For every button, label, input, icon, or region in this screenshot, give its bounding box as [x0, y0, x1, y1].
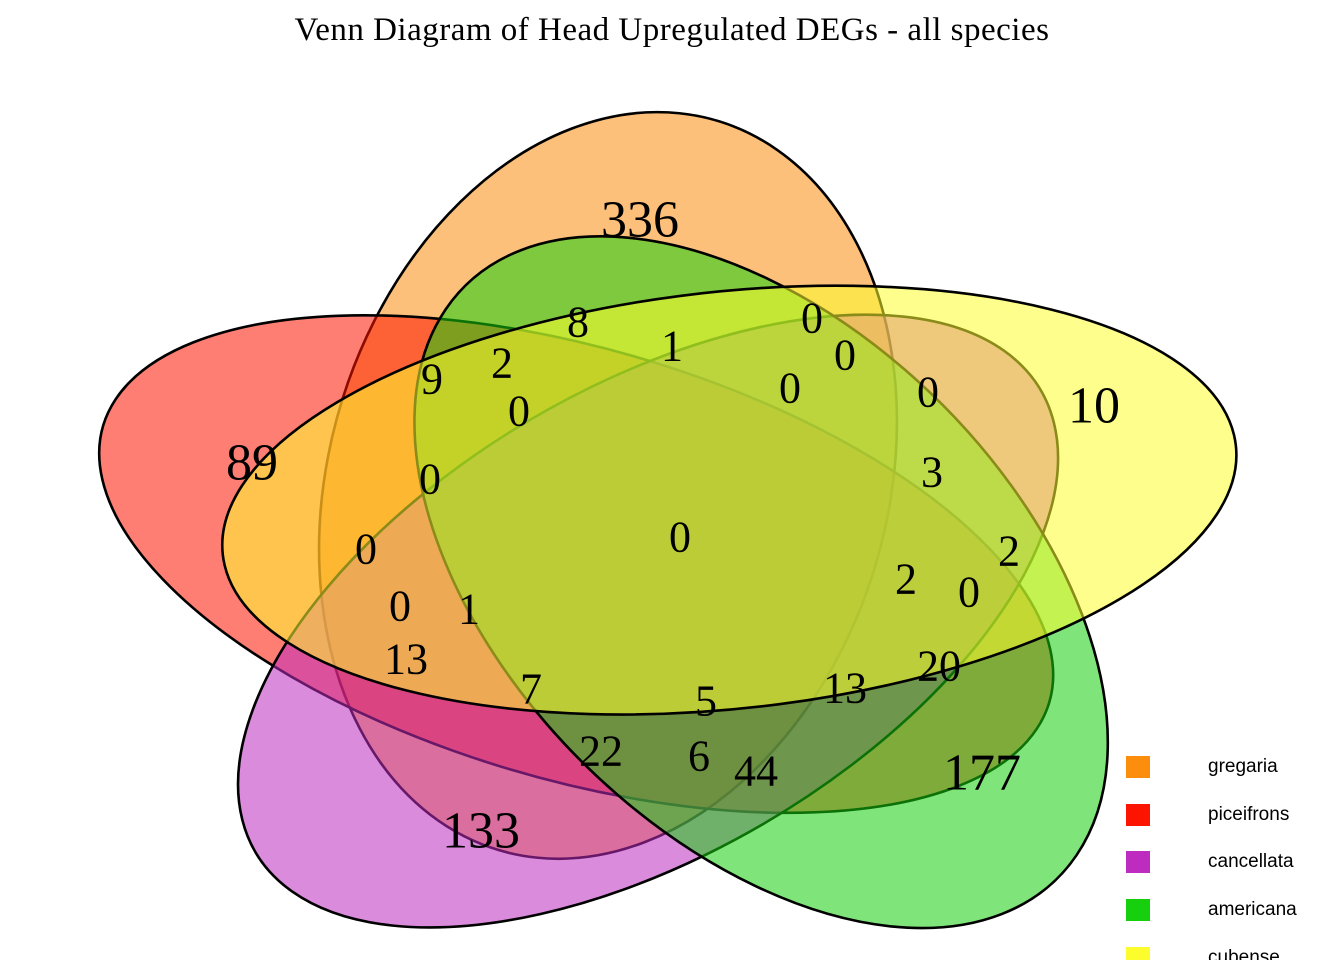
legend-item-cubense: cubense	[1126, 946, 1280, 960]
legend-swatch-cubense	[1126, 946, 1150, 960]
venn-count-gregaria+cancellata+americana+cubense: 0	[779, 364, 801, 413]
legend-label-gregaria: gregaria	[1208, 756, 1278, 777]
venn-count-piceifrons+americana+cubense: 0	[958, 568, 980, 617]
venn-count-gregaria+piceifrons+cancellata: 0	[419, 455, 441, 504]
venn-count-piceifrons+americana: 20	[917, 642, 961, 691]
legend-swatch-gregaria	[1126, 756, 1150, 778]
venn-count-gregaria: 336	[601, 192, 679, 249]
venn-count-gregaria+piceifrons+americana: 2	[491, 339, 513, 388]
legend: gregaria piceifrons cancellata americana cub…	[1126, 0, 1344, 960]
venn-count-piceifrons+cancellata+cubense: 0	[389, 582, 411, 631]
venn-count-cancellata+americana+cubense: 13	[823, 664, 867, 713]
legend-label-cubense: cubense	[1208, 946, 1280, 960]
venn-count-gregaria+cancellata: 22	[579, 727, 623, 776]
venn-region-labels-layer: 3368913317710902441380202201313700060202…	[226, 192, 1120, 860]
venn-count-gregaria+cubense: 0	[801, 294, 823, 343]
legend-item-americana: americana	[1126, 899, 1297, 922]
venn-count-cubense: 10	[1068, 378, 1120, 435]
venn-count-gregaria+piceifrons+cancellata+americana+cubense: 0	[669, 513, 691, 562]
legend-label-cancellata: cancellata	[1208, 851, 1294, 873]
venn-count-americana: 177	[943, 745, 1021, 802]
venn-count-gregaria+piceifrons: 9	[421, 355, 443, 404]
venn-count-piceifrons+cubense: 0	[355, 525, 377, 574]
legend-label-americana: americana	[1208, 899, 1297, 921]
legend-swatch-americana	[1126, 899, 1150, 922]
venn-count-gregaria+cancellata+americana: 6	[688, 732, 710, 781]
venn-count-gregaria+piceifrons+cancellata+americana: 5	[695, 677, 717, 726]
legend-swatch-piceifrons	[1126, 803, 1150, 826]
legend-item-cancellata: cancellata	[1126, 851, 1294, 874]
venn-count-cancellata: 133	[442, 803, 520, 860]
legend-item-gregaria: gregaria	[1126, 756, 1278, 778]
venn-count-gregaria+americana: 8	[567, 298, 589, 347]
legend-item-piceifrons: piceifrons	[1126, 803, 1290, 826]
venn-count-piceifrons: 89	[226, 435, 278, 492]
legend-swatch-cancellata	[1126, 851, 1150, 874]
venn-count-cancellata+americana: 44	[734, 747, 778, 796]
venn-count-piceifrons+cancellata+americana: 7	[520, 665, 542, 714]
venn-count-gregaria+piceifrons+cancellata+cubense: 1	[458, 585, 480, 634]
venn-count-gregaria+piceifrons+cubense: 1	[661, 322, 683, 371]
venn-count-gregaria+cancellata+cubense: 0	[834, 331, 856, 380]
venn-count-gregaria+piceifrons+americana+cubense: 0	[508, 387, 530, 436]
venn-ellipse-cubense	[176, 231, 1283, 770]
chart-title: Venn Diagram of Head Upregulated DEGs - …	[294, 12, 1050, 48]
legend-label-piceifrons: piceifrons	[1208, 803, 1290, 825]
venn-count-gregaria+americana+cubense: 3	[921, 448, 943, 497]
venn-count-piceifrons+cancellata+americana+cubense: 2	[895, 555, 917, 604]
venn-count-cancellata+cubense: 0	[917, 368, 939, 417]
venn-count-piceifrons+cancellata: 13	[384, 635, 428, 684]
venn-count-cubense+americana: 2	[998, 527, 1020, 576]
venn-ellipse-layer	[0, 84, 1283, 960]
